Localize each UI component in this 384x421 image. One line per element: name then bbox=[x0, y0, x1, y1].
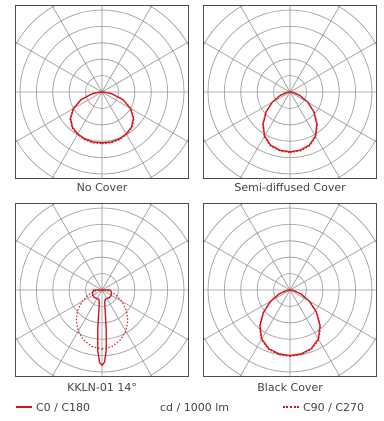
polar-chart-semi-diffused-cover bbox=[203, 5, 377, 179]
caption-no-cover: No Cover bbox=[76, 181, 128, 194]
legend-c90-c270: C90 / C270 bbox=[283, 401, 364, 414]
chart-frame bbox=[15, 203, 189, 377]
polar-chart-kkln-01 bbox=[15, 203, 189, 377]
legend-c0-c180: C0 / C180 bbox=[16, 401, 90, 414]
grid-spoke bbox=[289, 239, 376, 291]
grid-spoke bbox=[101, 6, 153, 93]
grid-spoke bbox=[289, 6, 341, 93]
grid-spoke bbox=[101, 41, 188, 93]
legend-solid-line-swatch bbox=[16, 406, 32, 408]
polar-grid bbox=[16, 6, 188, 178]
grid-spoke bbox=[51, 6, 103, 93]
polar-chart-black-cover bbox=[203, 203, 377, 377]
polar-grid bbox=[16, 204, 188, 376]
grid-spoke bbox=[204, 41, 291, 93]
grid-spoke bbox=[101, 91, 153, 178]
grid-spoke bbox=[16, 41, 103, 93]
chart-frame bbox=[15, 5, 189, 179]
curve-c90-c270 bbox=[69, 91, 135, 145]
legend-dotted-line-swatch bbox=[283, 406, 299, 408]
grid-spoke bbox=[289, 91, 376, 143]
grid-spoke bbox=[16, 91, 103, 143]
grid-spoke bbox=[289, 91, 341, 178]
grid-spoke bbox=[289, 41, 376, 93]
grid-spoke bbox=[101, 289, 153, 376]
grid-spoke bbox=[239, 204, 291, 291]
curve-c90-c270 bbox=[261, 91, 319, 154]
legend-c90-c270-label: C90 / C270 bbox=[303, 401, 365, 414]
chart-frame bbox=[203, 203, 377, 377]
caption-semi-diffused-cover: Semi-diffused Cover bbox=[234, 181, 346, 194]
caption-black-cover: Black Cover bbox=[257, 381, 323, 394]
caption-kkln-01: KKLN-01 14° bbox=[67, 381, 137, 394]
polar-panel-no-cover bbox=[15, 5, 189, 179]
legend-unit: cd / 1000 lm bbox=[160, 401, 229, 414]
grid-spoke bbox=[239, 6, 291, 93]
polar-grid bbox=[204, 204, 376, 376]
polar-panel-semi-diffused-cover bbox=[203, 5, 377, 179]
chart-frame bbox=[203, 5, 377, 179]
grid-spoke bbox=[204, 91, 291, 143]
curve-c90-c270 bbox=[258, 289, 322, 358]
grid-spoke bbox=[51, 289, 103, 376]
polar-panel-kkln-01 bbox=[15, 203, 189, 377]
grid-spoke bbox=[204, 239, 291, 291]
grid-spoke bbox=[101, 239, 188, 291]
polar-panel-black-cover bbox=[203, 203, 377, 377]
grid-spoke bbox=[101, 289, 188, 341]
grid-spoke bbox=[101, 91, 188, 143]
grid-spoke bbox=[51, 204, 103, 291]
grid-spoke bbox=[289, 289, 376, 341]
grid-spoke bbox=[204, 289, 291, 341]
polar-grid bbox=[204, 6, 376, 178]
grid-spoke bbox=[289, 289, 341, 376]
polar-chart-no-cover bbox=[15, 5, 189, 179]
grid-spoke bbox=[101, 204, 153, 291]
grid-spoke bbox=[239, 91, 291, 178]
grid-spoke bbox=[16, 289, 103, 341]
legend-c0-c180-label: C0 / C180 bbox=[36, 401, 91, 414]
grid-spoke bbox=[239, 289, 291, 376]
grid-spoke bbox=[16, 239, 103, 291]
grid-spoke bbox=[51, 91, 103, 178]
grid-spoke bbox=[289, 204, 341, 291]
curve-c90-c270 bbox=[75, 289, 129, 350]
legend-unit-label: cd / 1000 lm bbox=[160, 401, 229, 414]
